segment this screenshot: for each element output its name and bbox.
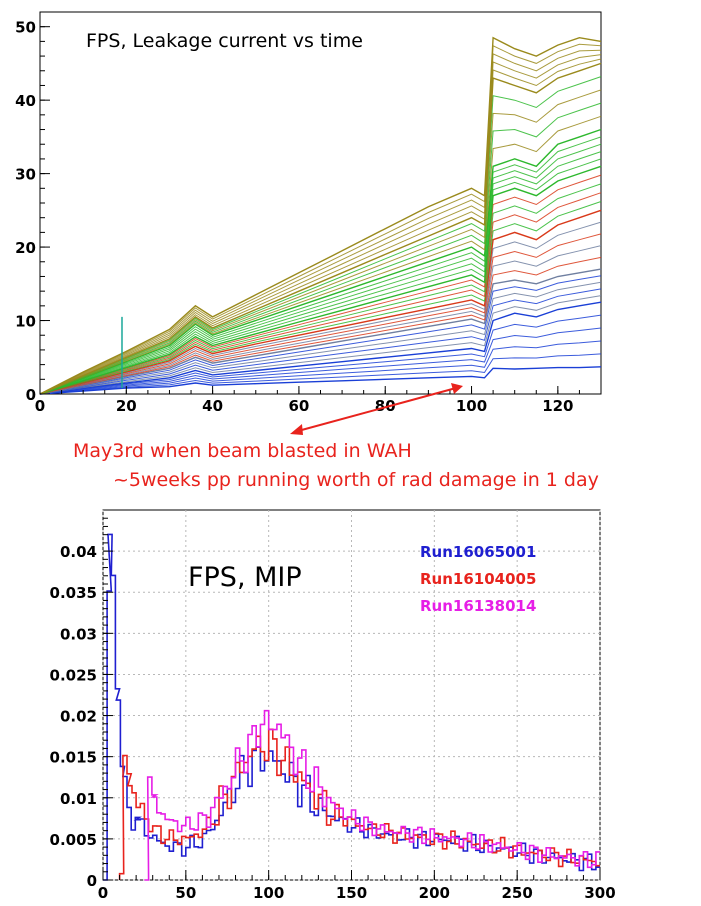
leakage-series-line [39, 192, 602, 395]
leakage-series-line [39, 76, 602, 395]
leakage-series-line [39, 340, 602, 395]
leakage-series-line [39, 165, 602, 395]
bottom-y-tick-label: 0 [87, 872, 97, 890]
leakage-series-line [39, 295, 602, 395]
leakage-series-line [39, 49, 602, 395]
top-chart-title: FPS, Leakage current vs time [86, 30, 363, 52]
leakage-series-line [39, 102, 602, 395]
bottom-y-tick-label: 0.015 [50, 749, 97, 767]
leakage-series-line [39, 366, 602, 395]
leakage-series-line [39, 115, 602, 395]
top-x-tick-label: 80 [375, 397, 396, 415]
top-x-tick-label: 120 [542, 397, 573, 415]
leakage-series-line [39, 174, 602, 395]
top-x-tick-label: 40 [202, 397, 223, 415]
leakage-series-line [39, 268, 602, 395]
leakage-current-chart: 0 20 40 60 80 100 120 0 10 20 30 40 50 FPS, Leakage … [15, 11, 602, 415]
leakage-series-line [39, 221, 602, 395]
bottom-x-tick-label: 150 [336, 884, 367, 902]
leakage-series-line [39, 89, 602, 395]
leakage-series-line [39, 58, 602, 395]
bottom-x-tick-label: 50 [175, 884, 196, 902]
leakage-series-line [39, 143, 602, 395]
leakage-series-line [39, 62, 602, 395]
bottom-y-tick-label: 0.035 [50, 584, 97, 602]
leakage-series-line [39, 128, 602, 395]
mip-chart: 0 50 100 150 200 250 300 0 0.005 0.01 0.015 0.02 0.0… [50, 509, 616, 902]
top-y-tick-label: 10 [15, 313, 36, 331]
top-y-tick-label: 20 [15, 239, 36, 257]
bottom-x-tick-label: 100 [253, 884, 284, 902]
leakage-series-line [39, 275, 602, 395]
bottom-y-tick-label: 0.025 [50, 666, 97, 684]
legend-entry-2: Run16104005 [420, 570, 536, 588]
bottom-x-tick-label: 200 [419, 884, 450, 902]
leakage-series-line [39, 288, 602, 395]
bottom-axes: 0 50 100 150 200 250 300 0 0.005 0.01 0.015 0.02 0.0… [50, 517, 616, 902]
top-x-tick-label: 0 [35, 397, 45, 415]
legend-entry-1: Run16065001 [420, 543, 536, 561]
bottom-x-tick-label: 250 [502, 884, 533, 902]
leakage-series-line [39, 281, 602, 395]
leakage-series-line [39, 43, 602, 395]
bottom-y-tick-label: 0.01 [60, 790, 97, 808]
leakage-series-line [39, 301, 602, 395]
mip-histogram-Run16138014 [144, 709, 600, 881]
bottom-series-group [103, 533, 600, 881]
annotation-line-2: ~5weeks pp running worth of rad damage i… [113, 469, 599, 491]
leakage-series-line [39, 233, 602, 395]
bottom-y-tick-label: 0.04 [60, 543, 97, 561]
bottom-grid [102, 510, 601, 881]
leakage-series-line [39, 136, 602, 395]
leakage-series-line [39, 314, 602, 395]
bottom-chart-title: FPS, MIP [188, 562, 302, 593]
top-y-tick-label: 0 [26, 386, 36, 404]
leakage-series-line [39, 201, 602, 395]
bottom-y-tick-label: 0.02 [60, 708, 97, 726]
bottom-y-tick-label: 0.005 [50, 831, 97, 849]
leakage-series-line [39, 158, 602, 395]
leakage-series-line [39, 327, 602, 395]
top-y-tick-label: 50 [15, 19, 36, 37]
top-y-tick-label: 40 [15, 92, 36, 110]
top-x-tick-label: 20 [116, 397, 137, 415]
beam-annotation: May3rd when beam blasted in WAH ~5weeks … [73, 383, 599, 491]
legend-entry-3: Run16138014 [420, 597, 536, 615]
top-y-tick-label: 30 [15, 166, 36, 184]
leakage-series-line [39, 54, 602, 395]
top-x-tick-label: 60 [288, 397, 309, 415]
top-series-group [39, 36, 602, 395]
annotation-arrow [297, 387, 457, 432]
leakage-series-line [39, 353, 602, 395]
annotation-line-1: May3rd when beam blasted in WAH [73, 440, 412, 462]
leakage-series-line [39, 256, 602, 395]
annotation-arrowhead-left [290, 424, 303, 435]
bottom-y-tick-label: 0.03 [60, 625, 97, 643]
leakage-series-line [39, 151, 602, 395]
bottom-x-tick-label: 0 [98, 884, 108, 902]
leakage-series-line [39, 183, 602, 395]
annotation-arrowhead-right [451, 383, 463, 394]
bottom-x-tick-label: 300 [584, 884, 615, 902]
leakage-series-line [39, 245, 602, 395]
top-axes: 0 20 40 60 80 100 120 0 10 20 30 40 50 [15, 11, 602, 415]
top-x-tick-label: 100 [456, 397, 487, 415]
leakage-series-line [39, 36, 602, 395]
leakage-series-line [39, 209, 602, 395]
